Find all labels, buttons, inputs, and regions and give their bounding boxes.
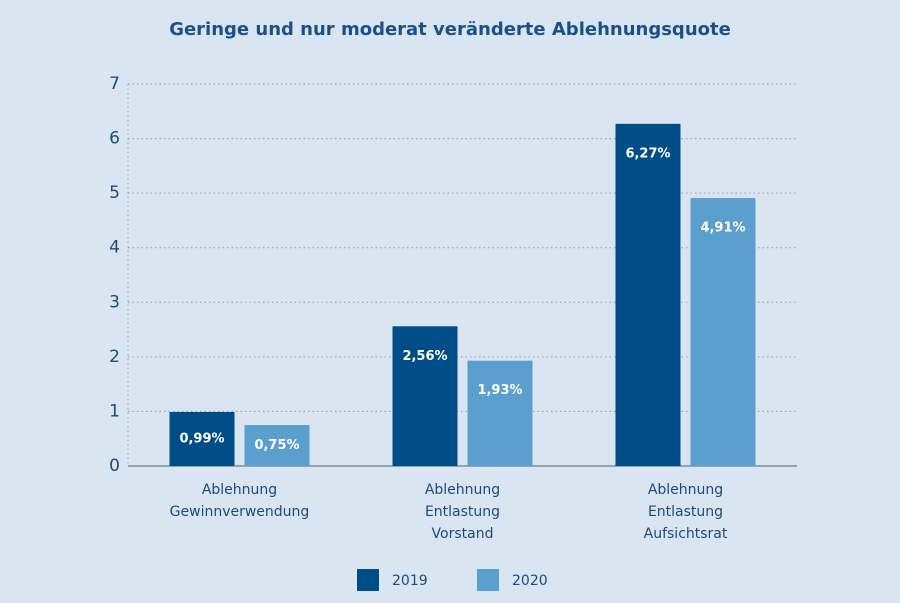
- x-tick-label: Entlastung: [648, 504, 723, 520]
- bar: [392, 326, 458, 466]
- bar: [169, 411, 235, 466]
- bar: [690, 198, 756, 466]
- y-tick-label: 7: [109, 74, 120, 94]
- y-tick-label: 5: [109, 183, 120, 203]
- y-tick-label: 2: [109, 347, 120, 367]
- legend-label: 2020: [512, 573, 548, 589]
- legend-swatch: [477, 569, 499, 591]
- y-tick-label: 0: [109, 456, 120, 476]
- legend-swatch: [357, 569, 379, 591]
- y-tick-label: 3: [109, 292, 120, 312]
- bar: [244, 425, 310, 466]
- x-tick-label: Ablehnung: [425, 482, 500, 498]
- y-tick-label: 6: [109, 129, 120, 149]
- value-label: 0,99%: [179, 431, 224, 446]
- value-label: 4,91%: [700, 221, 745, 236]
- x-tick-label: Entlastung: [425, 504, 500, 520]
- value-label: 0,75%: [254, 438, 299, 453]
- x-tick-label: Ablehnung: [648, 482, 723, 498]
- y-tick-label: 1: [109, 401, 120, 421]
- x-tick-label: Gewinnverwendung: [170, 504, 310, 520]
- chart-title: Geringe und nur moderat veränderte Ableh…: [169, 19, 731, 40]
- bar: [615, 123, 681, 466]
- y-tick-label: 4: [109, 238, 120, 258]
- legend-label: 2019: [392, 573, 428, 589]
- x-tick-label: Vorstand: [432, 526, 494, 542]
- value-label: 2,56%: [402, 349, 447, 364]
- bar: [467, 360, 533, 466]
- x-tick-label: Ablehnung: [202, 482, 277, 498]
- value-label: 1,93%: [477, 383, 522, 398]
- x-tick-label: Aufsichtsrat: [644, 526, 728, 542]
- value-label: 6,27%: [625, 146, 670, 161]
